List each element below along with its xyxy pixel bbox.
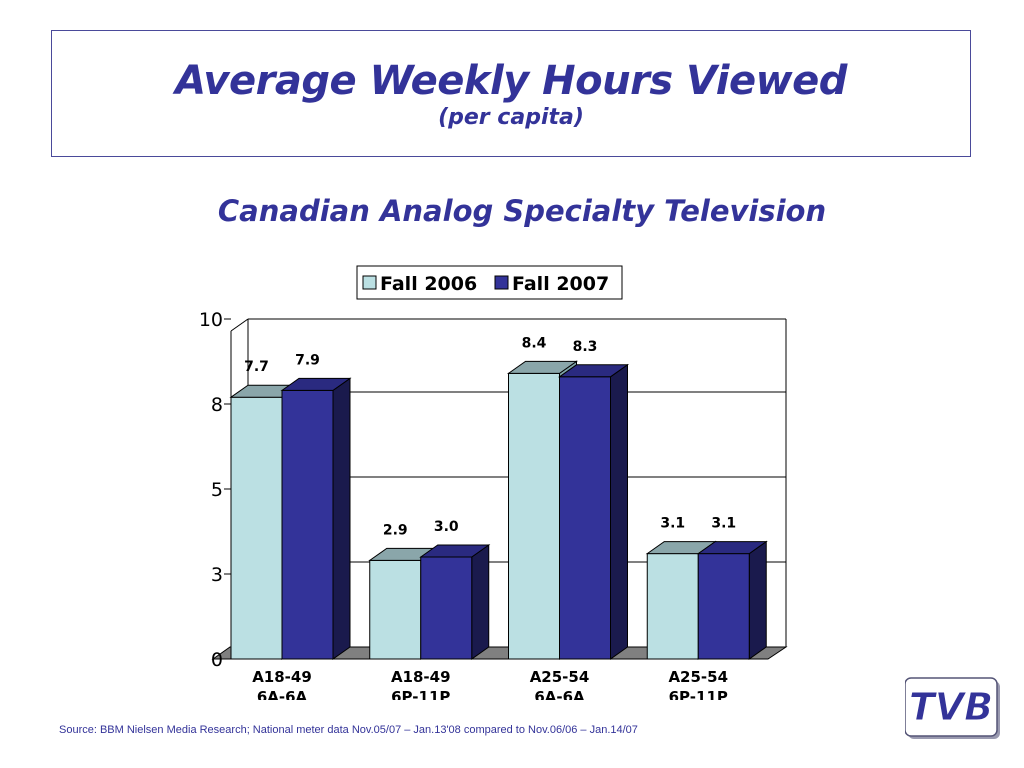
bar: [369, 559, 422, 660]
source-note: Source: BBM Nielsen Media Research; Nati…: [59, 724, 638, 736]
legend-swatch: [362, 275, 377, 290]
logo-text: TVB: [909, 685, 993, 729]
data-label: 8.3: [573, 339, 598, 355]
legend-label: Fall 2006: [380, 273, 477, 295]
bar-side: [332, 377, 351, 660]
x-tick-label: A25-54: [530, 668, 590, 686]
bar-side: [471, 544, 490, 660]
x-tick-label: A25-54: [668, 668, 728, 686]
x-tick-label: A18-49: [252, 668, 312, 686]
data-label: 2.9: [383, 522, 408, 538]
y-tick-label: 10: [199, 309, 223, 331]
bar: [508, 372, 560, 660]
page-subtitle: (per capita): [438, 105, 584, 130]
data-label: 7.9: [295, 352, 320, 368]
x-tick-label: A18-49: [391, 668, 451, 686]
x-tick-label: 6P-11P: [391, 688, 450, 700]
x-tick-label: 6A-6A: [534, 688, 585, 700]
bar-side: [748, 540, 767, 660]
page-title: Average Weekly Hours Viewed: [175, 58, 847, 104]
y-tick-label: 0: [211, 649, 223, 671]
bar-side: [610, 363, 628, 660]
chart-title: Canadian Analog Specialty Television: [217, 194, 827, 228]
bar-top: [419, 544, 491, 558]
legend: [356, 265, 623, 300]
bar: [646, 553, 699, 660]
data-label: 3.1: [711, 516, 736, 532]
bar-top: [557, 364, 630, 378]
data-label: 7.7: [244, 359, 269, 375]
bar-chart: 0 3 5 8 10 7.7 7.9 A18-49 6A-6A 2.9 3.0 A18-49 6P-11…: [199, 265, 788, 700]
tvb-logo: TVB: [905, 677, 1000, 739]
bar-top: [506, 360, 579, 374]
bar: [420, 556, 473, 660]
bar: [281, 389, 334, 660]
x-tick-label: 6A-6A: [257, 688, 308, 700]
title-box: Average Weekly Hours Viewed (per capita): [51, 30, 971, 157]
bar-top: [696, 541, 768, 555]
bar-top: [280, 377, 352, 391]
y-tick-label: 5: [211, 479, 223, 501]
bar: [697, 553, 750, 660]
bar: [230, 396, 283, 660]
plot-frame-corner: [230, 318, 249, 332]
x-tick-label: 6P-11P: [669, 688, 728, 700]
data-label: 3.0: [434, 519, 459, 535]
bar: [559, 376, 611, 660]
legend-swatch: [494, 275, 509, 290]
y-tick-label: 3: [211, 564, 223, 586]
data-label: 8.4: [522, 335, 547, 351]
data-label: 3.1: [660, 516, 685, 532]
legend-label: Fall 2007: [512, 273, 609, 295]
y-tick-label: 8: [211, 394, 223, 416]
